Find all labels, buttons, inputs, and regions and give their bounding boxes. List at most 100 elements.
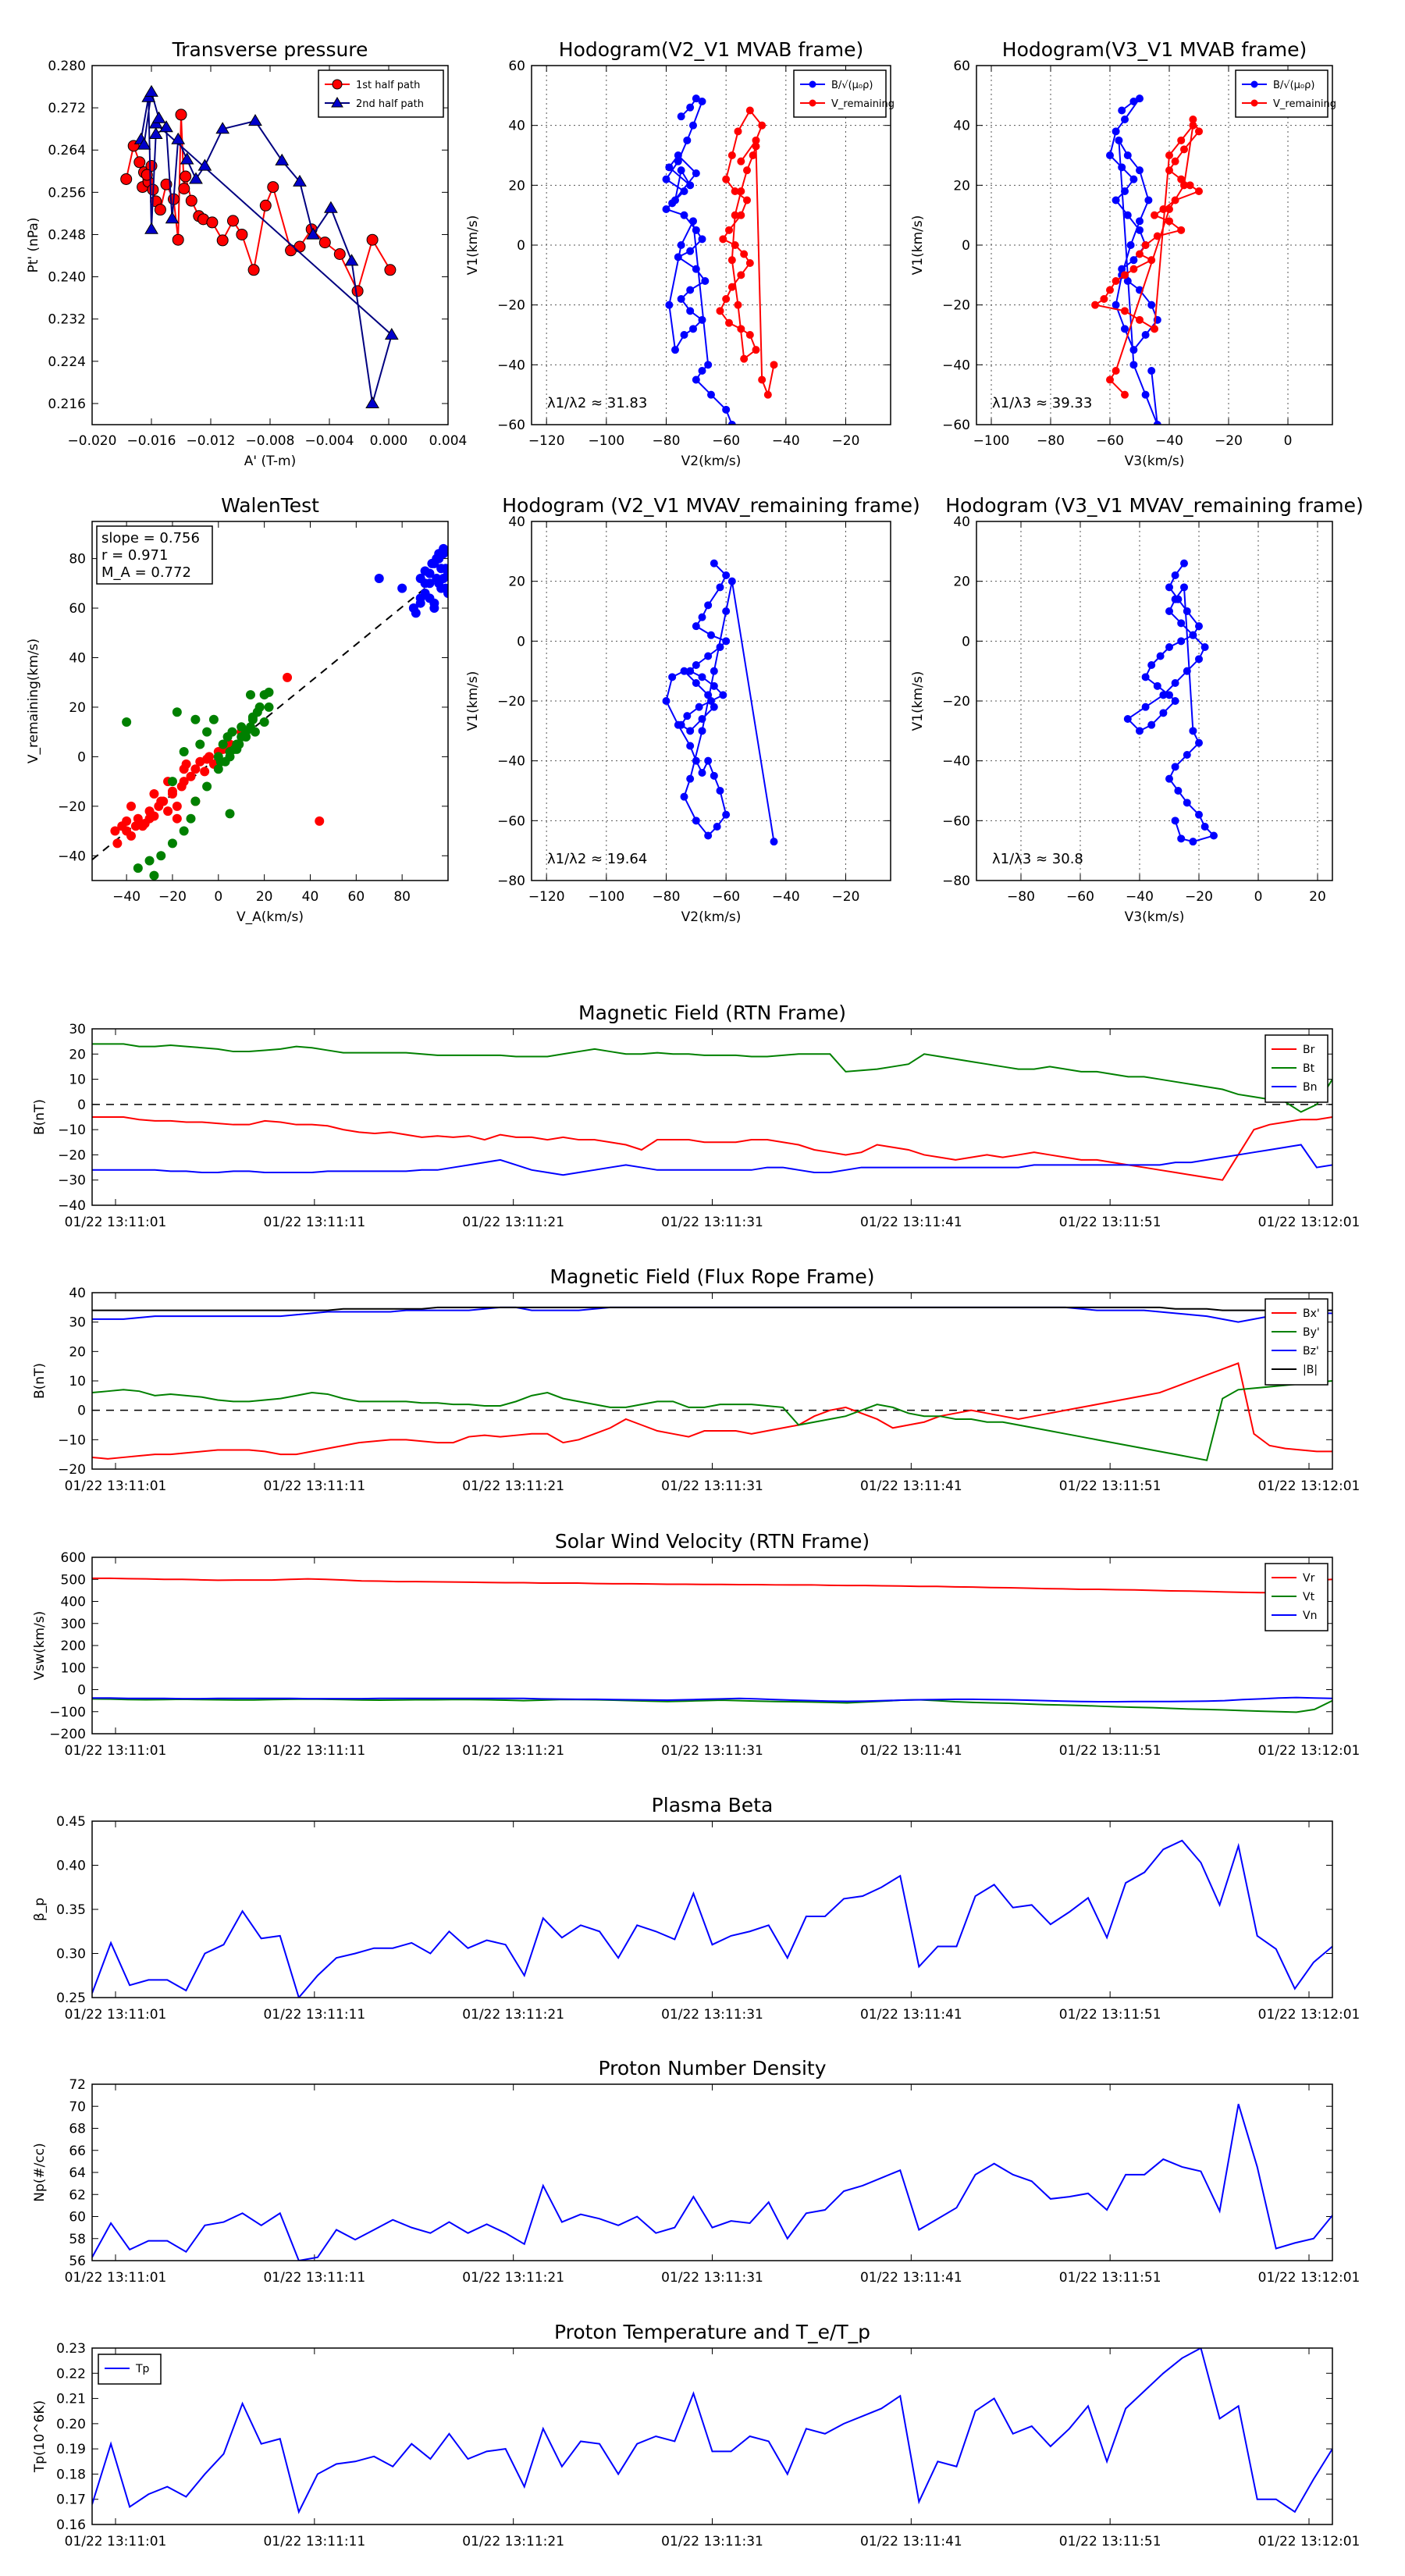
data-point <box>671 346 679 354</box>
data-point <box>737 271 745 279</box>
chart-title: Plasma Beta <box>652 1794 774 1816</box>
data-point <box>701 277 710 285</box>
y-tick-label: 100 <box>61 1660 86 1676</box>
plot-area <box>92 2348 1332 2514</box>
data-point <box>668 673 677 681</box>
data-point <box>770 361 778 369</box>
legend-marker <box>809 80 816 88</box>
data-point <box>716 307 724 315</box>
data-point <box>1165 643 1173 651</box>
data-point <box>133 156 146 169</box>
data-point <box>1123 715 1132 723</box>
series-line-2 <box>92 1696 1332 1703</box>
legend-label: Tp <box>135 2363 150 2375</box>
data-point <box>202 754 212 764</box>
y-tick-label: 0.16 <box>56 2517 86 2533</box>
y-tick-label: −60 <box>942 813 970 829</box>
data-point <box>1189 121 1197 130</box>
x-tick-label: −20 <box>1185 889 1213 905</box>
x-tick-label: 01/22 13:11:21 <box>462 2007 564 2023</box>
data-point <box>680 211 688 219</box>
data-point <box>710 703 718 711</box>
data-point <box>1126 241 1135 249</box>
legend-label: V_remaining <box>1273 98 1336 110</box>
x-tick-label: −60 <box>712 889 740 905</box>
data-point <box>247 712 258 722</box>
series-line-0 <box>92 1362 1332 1460</box>
stats-box <box>96 525 213 585</box>
data-point <box>686 181 695 190</box>
data-point <box>1147 661 1156 669</box>
data-point <box>707 631 715 639</box>
y-tick-label: 500 <box>61 1572 86 1588</box>
legend-label: Bn <box>1303 1081 1317 1094</box>
chart-title: Hodogram (V2_V1 MVAV_remaining frame) <box>502 494 920 517</box>
data-point <box>1129 265 1138 273</box>
data-point <box>275 153 290 165</box>
x-tick-label: −80 <box>653 433 681 449</box>
ratio-annotation: λ1/λ2 ≈ 19.64 <box>547 851 647 867</box>
data-point <box>686 247 695 255</box>
data-point <box>186 813 196 824</box>
x-tick-label: 01/22 13:11:21 <box>462 1743 564 1759</box>
data-point <box>727 283 736 291</box>
data-point <box>333 248 346 260</box>
data-point <box>752 346 760 354</box>
data-point <box>1141 703 1150 711</box>
data-point <box>1106 375 1114 384</box>
data-point <box>1151 211 1158 219</box>
data-point <box>698 235 706 244</box>
data-point <box>175 109 187 121</box>
series-line-0 <box>92 1839 1332 1998</box>
y-tick-label: 20 <box>69 1344 86 1360</box>
data-point <box>1112 301 1120 309</box>
x-tick-label: −20 <box>832 889 860 905</box>
y-axis-label: Np(#/cc) <box>32 2143 48 2201</box>
data-point <box>185 194 197 207</box>
y-tick-label: 300 <box>61 1617 86 1632</box>
data-point <box>165 212 180 224</box>
y-tick-label: 60 <box>69 2210 86 2226</box>
data-point <box>293 240 306 253</box>
data-point <box>264 702 274 712</box>
data-point <box>716 787 724 795</box>
x-tick-label: 01/22 13:11:31 <box>661 2534 763 2549</box>
data-point <box>710 667 718 675</box>
data-point <box>1112 127 1120 136</box>
data-point <box>267 181 279 194</box>
legend-label: Bt <box>1303 1062 1315 1075</box>
y-tick-label: 40 <box>508 119 525 134</box>
data-point <box>1183 607 1191 615</box>
x-tick-label: −0.004 <box>305 433 354 449</box>
x-tick-label: 0.004 <box>429 433 468 449</box>
data-point <box>1147 256 1156 265</box>
data-point <box>202 781 212 792</box>
data-point <box>154 204 166 216</box>
y-tick-label: 40 <box>69 1286 86 1301</box>
data-point <box>710 681 718 690</box>
data-point <box>1136 315 1144 324</box>
x-axis-label: V2(km/s) <box>681 454 742 469</box>
data-point <box>692 265 700 273</box>
data-point <box>172 801 182 811</box>
data-point <box>727 421 736 425</box>
chart-walen: −40 −20 0 20 40 60 80 −40 −20 0 20 40 60 80 WalenTest V… <box>26 494 449 925</box>
x-tick-label: 01/22 13:11:51 <box>1059 2007 1161 2023</box>
chart-vsw: 01/22 13:11:01 01/22 13:11:11 01/22 13:11:… <box>32 1530 1360 1759</box>
plot-frame <box>976 65 1333 425</box>
data-point <box>159 120 173 133</box>
series-line-2 <box>92 1144 1332 1176</box>
data-point <box>259 199 272 212</box>
data-point <box>704 601 713 610</box>
data-point <box>1147 301 1156 309</box>
data-point <box>662 175 670 183</box>
ratio-annotation: λ1/λ3 ≈ 30.8 <box>992 851 1083 867</box>
data-point <box>443 589 448 598</box>
x-tick-label: 80 <box>393 889 411 905</box>
data-point <box>1200 823 1209 831</box>
y-tick-label: 58 <box>69 2232 86 2247</box>
data-point <box>716 583 724 592</box>
data-point <box>1129 346 1138 354</box>
y-tick-label: −20 <box>58 799 86 815</box>
y-tick-label: 40 <box>508 514 525 530</box>
